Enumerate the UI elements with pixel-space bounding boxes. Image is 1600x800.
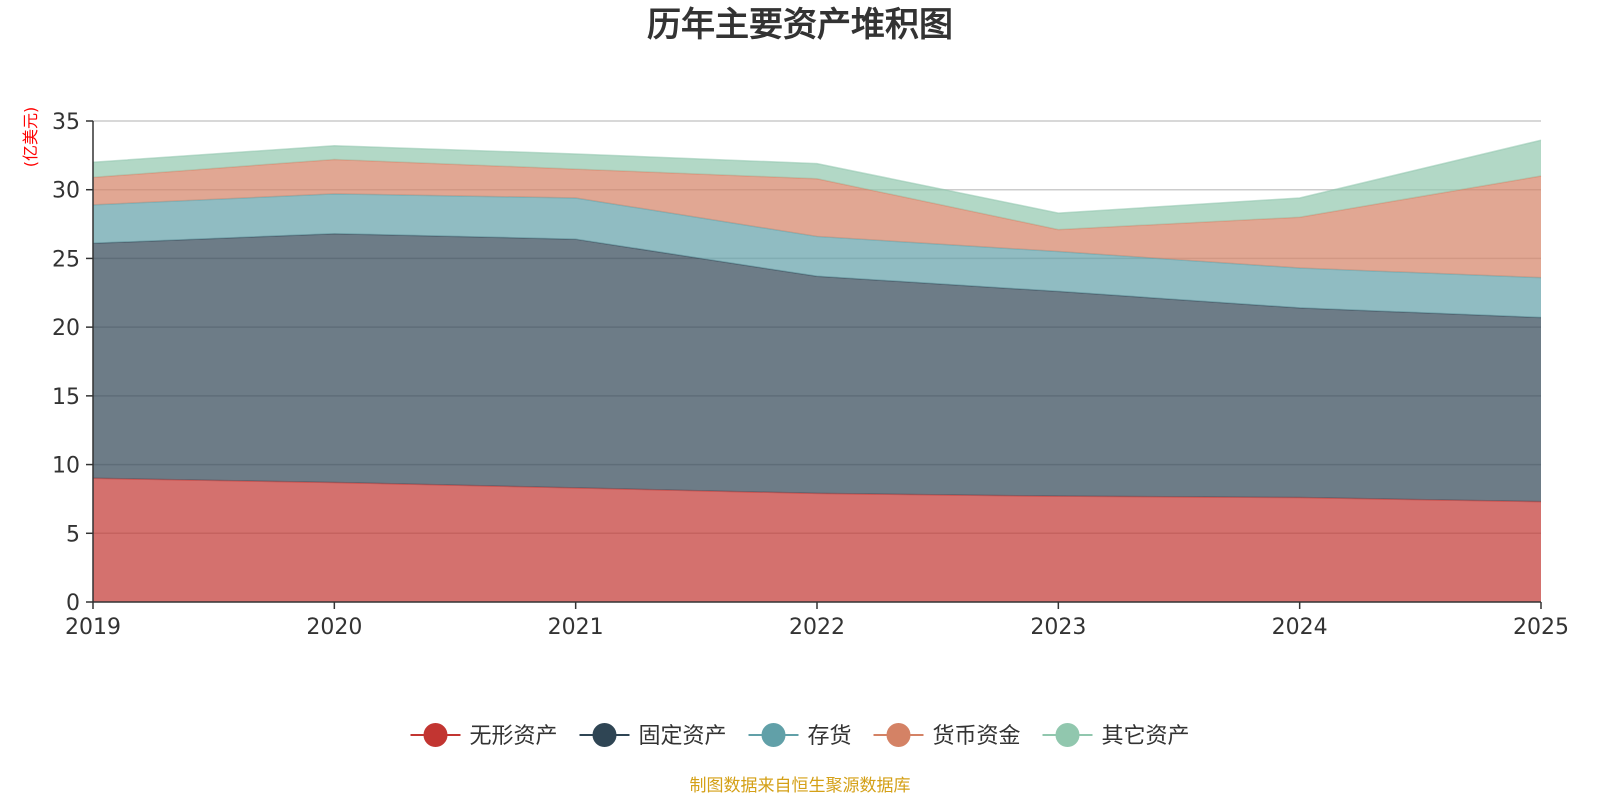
- x-tick-label: 2022: [789, 615, 845, 640]
- legend-circle-marker: [761, 723, 786, 747]
- legend-label: 存货: [808, 724, 852, 749]
- x-tick-label: 2019: [65, 615, 121, 640]
- y-tick-label: 35: [52, 110, 80, 135]
- legend-item[interactable]: 存货: [748, 723, 852, 749]
- legend-label: 货币资金: [933, 724, 1021, 749]
- y-axis-unit-label: (亿美元): [21, 107, 40, 168]
- chart-title: 历年主要资产堆积图: [647, 5, 953, 45]
- x-tick-label: 2023: [1030, 615, 1086, 640]
- x-tick-label: 2020: [306, 615, 362, 640]
- data-source-note: 制图数据来自恒生聚源数据库: [690, 776, 911, 796]
- y-tick-label: 30: [52, 179, 80, 204]
- area-series: [93, 193, 1541, 318]
- y-tick-label: 0: [66, 591, 80, 616]
- area-series: [93, 140, 1541, 230]
- area-series: [93, 159, 1541, 278]
- area-series: [93, 478, 1541, 602]
- y-tick-label: 15: [52, 385, 80, 410]
- x-tick-label: 2025: [1513, 615, 1569, 640]
- y-tick-label: 10: [52, 454, 80, 479]
- legend-circle-marker: [886, 723, 911, 747]
- legend: 无形资产 固定资产 存货 货币资金 其它资产: [410, 723, 1190, 749]
- legend-item[interactable]: 其它资产: [1042, 723, 1190, 749]
- legend-label: 固定资产: [639, 724, 727, 749]
- y-tick-label: 25: [52, 247, 80, 272]
- area-series: [93, 233, 1541, 502]
- area-series-group: [92, 139, 1542, 602]
- legend-circle-marker: [423, 723, 448, 747]
- y-tick-label: 5: [66, 522, 80, 547]
- legend-item[interactable]: 货币资金: [873, 723, 1021, 749]
- x-tick-label: 2024: [1272, 615, 1328, 640]
- area-series-edge: [92, 139, 1542, 214]
- legend-circle-marker: [592, 723, 617, 747]
- y-tick-label: 20: [52, 316, 80, 341]
- legend-circle-marker: [1055, 723, 1080, 747]
- legend-item[interactable]: 固定资产: [579, 723, 727, 749]
- x-tick-label: 2021: [548, 615, 604, 640]
- legend-label: 无形资产: [470, 724, 558, 749]
- legend-item[interactable]: 无形资产: [410, 723, 558, 749]
- legend-label: 其它资产: [1102, 724, 1190, 749]
